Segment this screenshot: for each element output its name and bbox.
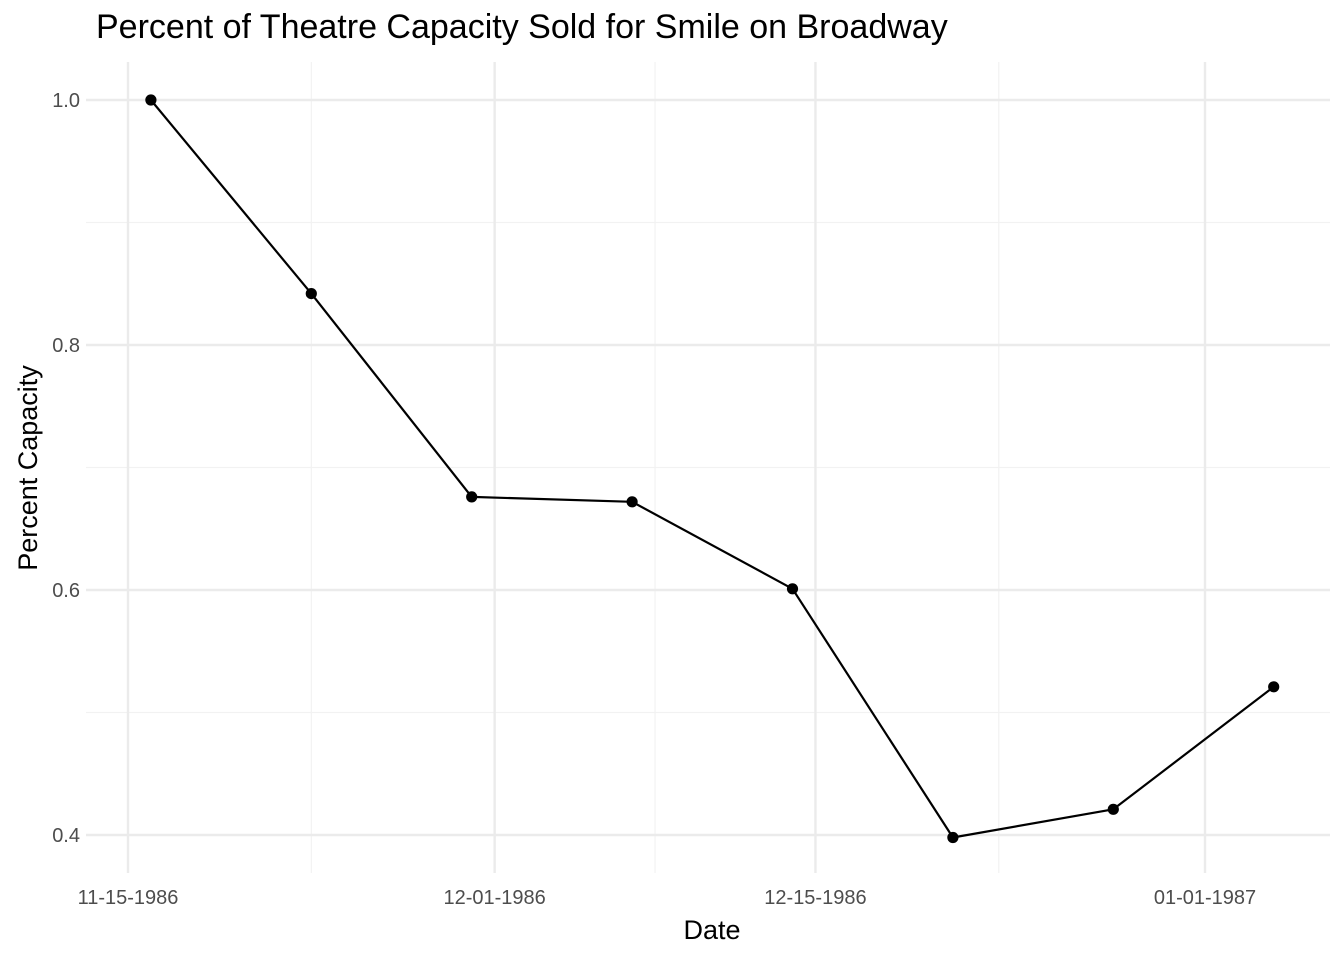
x-tick-label: 12-01-1986 xyxy=(443,887,545,909)
data-point xyxy=(947,831,959,844)
x-axis-title: Date xyxy=(683,915,740,945)
chart-title: Percent of Theatre Capacity Sold for Smi… xyxy=(96,8,948,46)
x-tick-label: 11-15-1986 xyxy=(78,887,179,909)
data-point xyxy=(305,288,317,300)
y-tick-label: 0.4 xyxy=(52,825,80,847)
data-point xyxy=(626,496,638,508)
y-tick-label: 0.6 xyxy=(52,580,80,602)
y-tick-label: 1.0 xyxy=(52,90,80,112)
data-point xyxy=(1107,803,1119,815)
x-tick-label: 01-01-1987 xyxy=(1154,887,1256,909)
data-point xyxy=(145,94,157,106)
data-point xyxy=(466,491,478,503)
y-tick-label: 0.8 xyxy=(52,335,80,357)
series-line xyxy=(150,99,1275,839)
y-axis-title: Percent Capacity xyxy=(13,365,43,571)
data-point xyxy=(786,583,799,595)
x-tick-label: 12-15-1986 xyxy=(764,887,866,909)
data-point xyxy=(1268,681,1280,693)
